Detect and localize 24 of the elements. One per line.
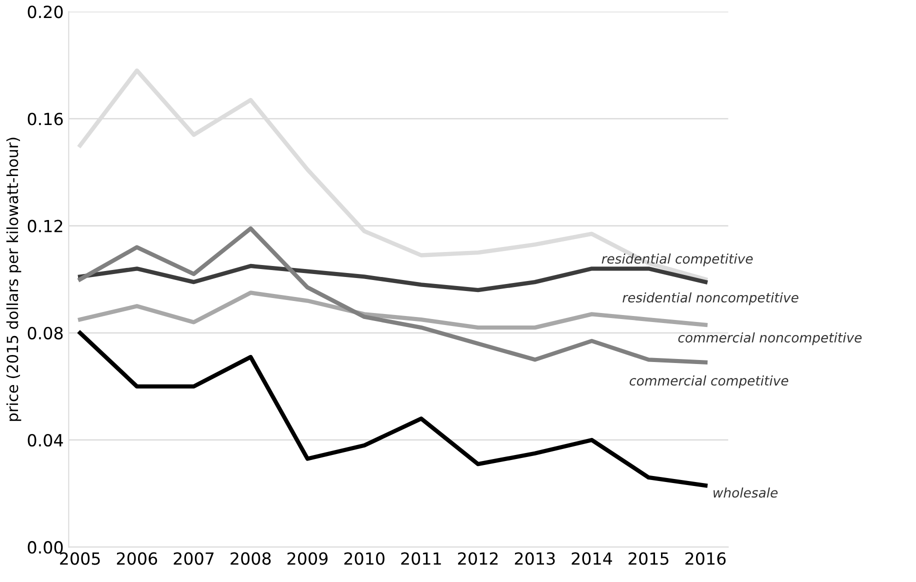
- y-tick-label: 0.00: [28, 541, 63, 554]
- y-tick-label: 0.08: [28, 326, 63, 340]
- series-label: commercial competitive: [630, 375, 788, 388]
- x-tick-label: 2015: [628, 552, 668, 565]
- x-tick-label: 2011: [401, 552, 441, 565]
- x-tick-label: 2007: [174, 552, 214, 565]
- x-tick-label: 2006: [116, 552, 158, 565]
- series-label: residential noncompetitive: [622, 292, 798, 306]
- x-tick-label: 2009: [288, 552, 328, 565]
- x-tick-label: 2016: [685, 552, 726, 565]
- series-label: residential competitive: [602, 254, 753, 266]
- x-tick-label: 2008: [230, 552, 271, 565]
- x-tick-label: 2005: [60, 552, 100, 565]
- series-label: wholesale: [714, 487, 778, 498]
- y-tick-label: 0.20: [28, 6, 63, 18]
- x-tick-label: 2013: [514, 552, 555, 565]
- y-tick-label: 0.04: [28, 434, 63, 447]
- x-tick-label: 2012: [458, 552, 498, 565]
- y-axis-title: price (2015 dollars per kilowatt-hour): [6, 138, 22, 421]
- y-tick-label: 0.16: [28, 112, 63, 126]
- series-label: commercial noncompetitive: [678, 332, 862, 346]
- x-tick-label: 2014: [572, 552, 612, 565]
- x-tick-label: 2010: [344, 552, 384, 565]
- y-tick-label: 0.12: [28, 220, 62, 232]
